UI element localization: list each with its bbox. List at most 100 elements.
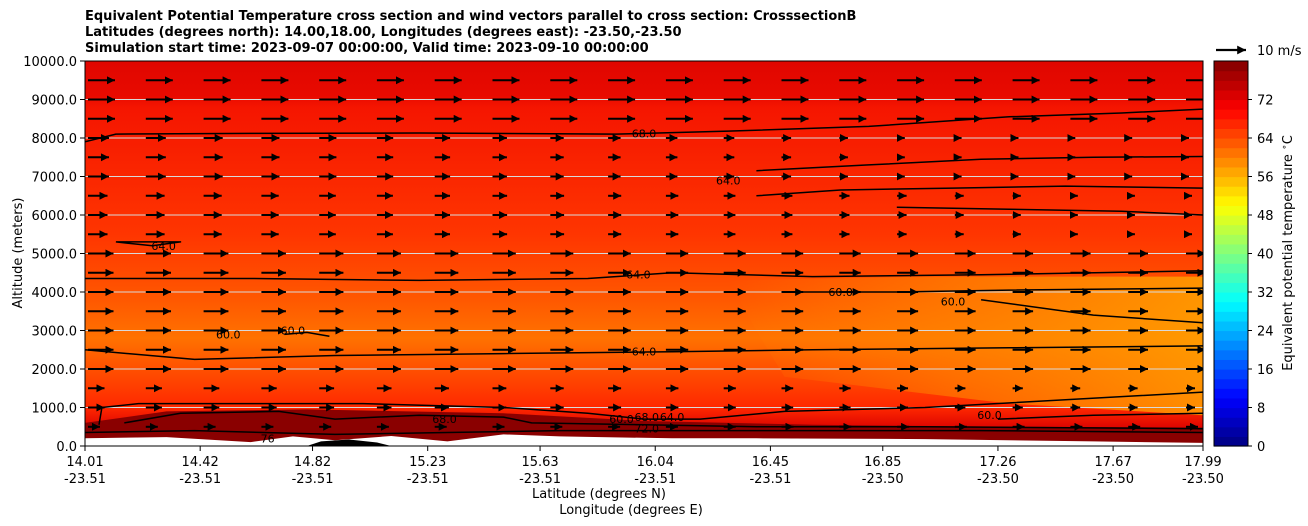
colorbar: 0 8 16 24 32 40 48 56 64 72 (1213, 60, 1274, 455)
y-tick-label-1: 1000.0 (32, 402, 78, 417)
x-tick-label-lon-2: -23.51 (292, 472, 334, 487)
colorbar-tick-label-3: 24 (1257, 325, 1274, 340)
quiver-key-label: 10 m/s (1257, 44, 1302, 59)
colorbar-band (1214, 320, 1248, 332)
colorbar-band (1214, 311, 1248, 322)
surface-layer (85, 409, 1203, 446)
colorbar-tick-label-0: 0 (1257, 440, 1265, 455)
contour-label-5: 60.0 (941, 296, 966, 309)
colorbar-band (1214, 272, 1248, 283)
colorbar-band (1214, 359, 1248, 370)
colorbar-tick-label-7: 56 (1257, 171, 1274, 186)
colorbar-band (1214, 128, 1248, 139)
y-tick-label-6: 6000.0 (32, 209, 78, 224)
x-tick-label-lat-0: 14.01 (66, 455, 103, 470)
contour-64.0-3 (896, 206, 1203, 216)
x-axis-label-latitude: Latitude (degrees N) (532, 487, 666, 502)
contour-label-4: 60.0 (828, 286, 853, 299)
colorbar-band (1214, 109, 1248, 120)
x-tick-label-lon-9: -23.50 (1092, 472, 1134, 487)
colorbar-tick-label-2: 16 (1257, 363, 1274, 378)
contour-label-1: 64.0 (716, 174, 741, 187)
colorbar-band (1214, 340, 1248, 351)
colorbar-band (1214, 301, 1248, 312)
contour-label-9: 68.0 (432, 413, 457, 426)
y-axis: 0.0 1000.0 2000.0 3000.0 4000.0 5000.0 6000.0 7… (23, 55, 85, 455)
y-tick-label-8: 8000.0 (32, 132, 78, 147)
colorbar-tick-label-8: 64 (1257, 132, 1274, 147)
colorbar-band (1214, 407, 1248, 418)
colorbar-band (1214, 282, 1248, 293)
wind-vectors (88, 76, 1203, 431)
colorbar-band (1214, 70, 1248, 81)
colorbar-band (1214, 388, 1248, 399)
quiver-key: 10 m/s (1216, 44, 1302, 59)
y-tick-label-4: 4000.0 (32, 286, 78, 301)
colorbar-band (1214, 369, 1248, 380)
x-axis-label-longitude: Longitude (degrees E) (559, 503, 703, 518)
x-tick-label-lon-5: -23.51 (634, 472, 676, 487)
colorbar-label: Equivalent potential temperature ∘C (1280, 135, 1296, 371)
x-tick-label-lon-4: -23.51 (519, 472, 561, 487)
contour-label-6: 60.0 (216, 328, 241, 341)
x-tick-label-lat-6: 16.45 (752, 455, 789, 470)
colorbar-band (1214, 397, 1248, 409)
y-tick-label-3: 3000.0 (32, 325, 78, 340)
colorbar-band (1214, 330, 1248, 341)
colorbar-tick-label-4: 32 (1257, 286, 1274, 301)
colorbar-band (1214, 205, 1248, 216)
colorbar-band (1214, 417, 1248, 428)
colorbar-band (1214, 234, 1248, 245)
y-tick-label-7: 7000.0 (32, 171, 78, 186)
colorbar-band (1214, 426, 1248, 437)
contour-label-7: 60.0 (281, 325, 306, 338)
colorbar-band (1214, 253, 1248, 264)
x-tick-label-lon-7: -23.50 (862, 472, 904, 487)
contour-label-12: 60.0 (609, 413, 634, 426)
y-tick-label-10: 10000.0 (23, 55, 77, 70)
colorbar-band (1214, 61, 1248, 72)
colorbar-band (1214, 263, 1248, 274)
x-tick-label-lat-7: 16.85 (864, 455, 901, 470)
colorbar-band (1214, 157, 1248, 168)
y-tick-label-9: 9000.0 (32, 94, 78, 109)
colorbar-tick-label-5: 40 (1257, 248, 1274, 263)
colorbar-band (1214, 215, 1248, 226)
contour-label-15: 76 (261, 432, 275, 445)
colorbar-band (1214, 195, 1248, 206)
terrain-peak (306, 439, 392, 446)
chart-title-line-3: Simulation start time: 2023-09-07 00:00:… (85, 41, 649, 56)
x-tick-label-lon-3: -23.51 (407, 472, 449, 487)
y-tick-label-2: 2000.0 (32, 363, 78, 378)
y-axis-label: Altitude (meters) (11, 198, 26, 309)
colorbar-band (1214, 436, 1248, 447)
x-tick-label-lat-5: 16.04 (637, 455, 674, 470)
contour-label-2: 64.0 (151, 240, 176, 253)
x-axis: 14.01 -23.51 14.42 -23.51 14.82 -23.51 15.23 -2… (64, 446, 1224, 487)
x-tick-label-lat-4: 15.63 (521, 455, 558, 470)
colorbar-band (1214, 378, 1248, 389)
contour-lines (85, 108, 1203, 436)
colorbar-band (1214, 349, 1248, 360)
x-tick-label-lon-1: -23.51 (179, 472, 221, 487)
chart-title-line-1: Equivalent Potential Temperature cross s… (85, 9, 857, 24)
x-tick-label-lon-10: -23.50 (1182, 472, 1224, 487)
colorbar-tick-label-9: 72 (1257, 94, 1274, 109)
contour-label-0: 68.0 (632, 127, 657, 140)
x-tick-label-lon-0: -23.51 (64, 472, 106, 487)
contour-64.0-2 (756, 185, 1203, 197)
contour-64.0-4 (115, 241, 182, 247)
x-tick-label-lat-1: 14.42 (182, 455, 219, 470)
colorbar-band (1214, 186, 1248, 197)
contour-64.0-8 (85, 345, 1203, 361)
contour-72.0-12 (124, 410, 1203, 430)
x-tick-label-lon-6: -23.51 (749, 472, 791, 487)
contour-label-10: 68.0 (635, 411, 660, 424)
colorbar-band (1214, 147, 1248, 158)
x-tick-label-lat-3: 15.23 (409, 455, 446, 470)
x-tick-label-lat-9: 17.67 (1095, 455, 1132, 470)
colorbar-band (1214, 118, 1248, 129)
contour-68.0-0 (85, 108, 1203, 143)
colorbar-band (1214, 99, 1248, 110)
